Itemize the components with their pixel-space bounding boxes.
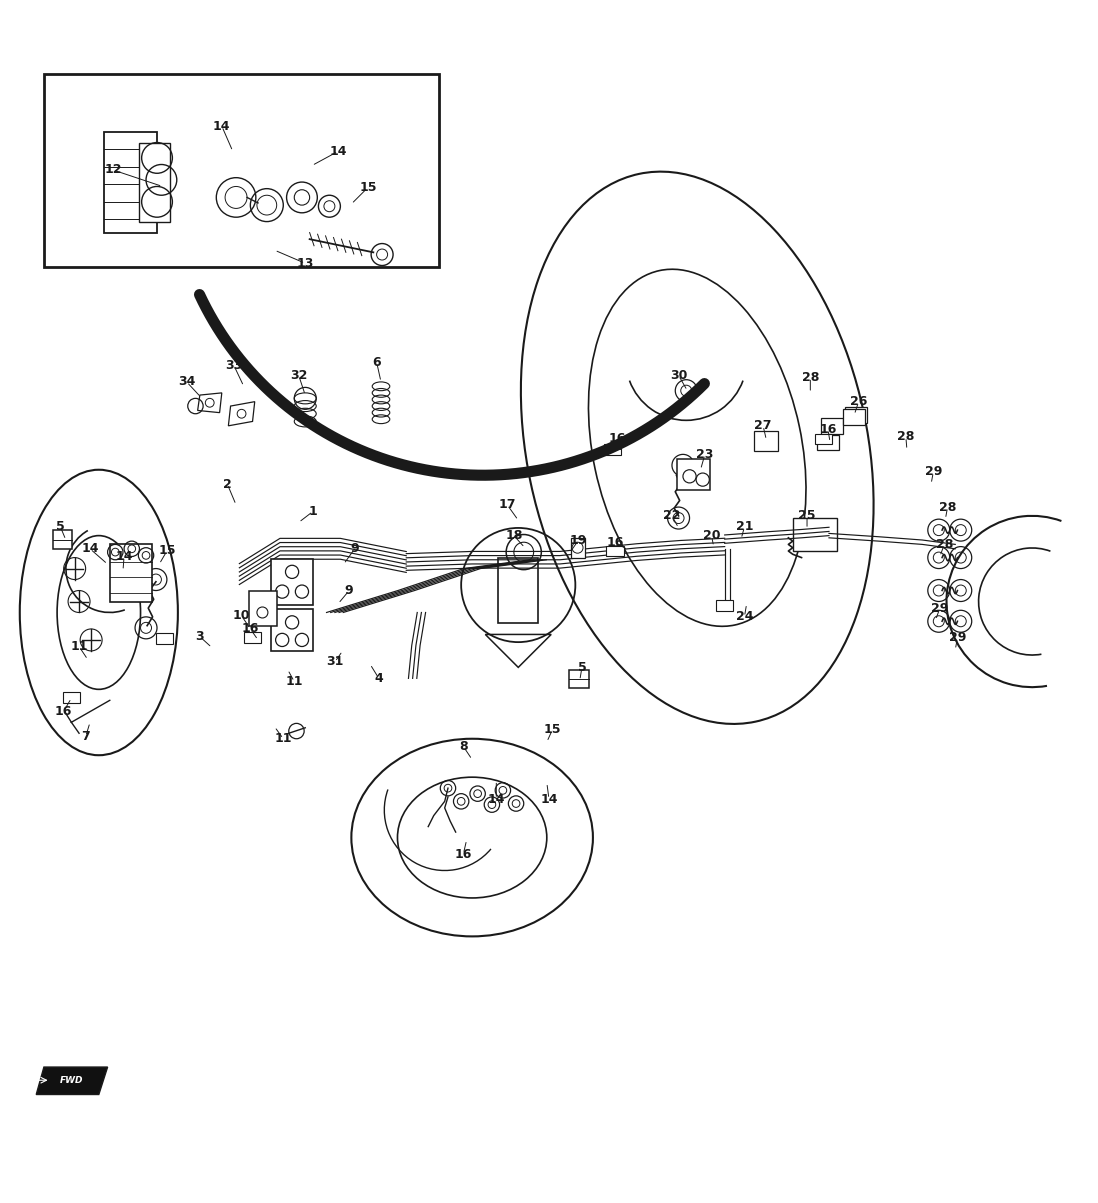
- Bar: [569, 670, 589, 688]
- Text: 3: 3: [195, 630, 204, 644]
- Text: 15: 15: [359, 182, 377, 194]
- Text: 18: 18: [505, 529, 523, 543]
- Bar: [754, 432, 778, 451]
- Text: 16: 16: [819, 422, 837, 435]
- Text: 20: 20: [703, 529, 720, 543]
- Text: 5: 5: [56, 521, 65, 533]
- Bar: [606, 545, 624, 557]
- Text: 14: 14: [115, 550, 133, 563]
- Text: 11: 11: [285, 675, 303, 688]
- Text: 11: 11: [70, 640, 88, 653]
- Text: 31: 31: [326, 656, 344, 669]
- Text: 17: 17: [498, 498, 516, 511]
- Text: 22: 22: [663, 509, 681, 522]
- Bar: [271, 609, 313, 651]
- Text: 14: 14: [81, 543, 99, 556]
- Text: 12: 12: [104, 164, 122, 177]
- Text: 4: 4: [374, 671, 383, 685]
- Text: 29: 29: [925, 466, 942, 479]
- Text: 9: 9: [350, 543, 359, 556]
- Text: 9: 9: [345, 583, 354, 597]
- Text: 26: 26: [850, 395, 867, 408]
- Bar: [817, 434, 839, 450]
- Text: 16: 16: [608, 433, 626, 445]
- Text: 29: 29: [931, 602, 949, 615]
- Text: 19: 19: [570, 533, 587, 546]
- Bar: [44, 75, 439, 267]
- Text: 16: 16: [242, 622, 259, 635]
- Text: 15: 15: [158, 545, 176, 557]
- Text: 28: 28: [935, 538, 953, 551]
- Bar: [677, 458, 710, 490]
- Text: 7: 7: [81, 730, 90, 743]
- Text: 28: 28: [897, 431, 915, 443]
- Text: 25: 25: [798, 509, 816, 522]
- Polygon shape: [36, 1067, 108, 1095]
- Text: 29: 29: [949, 632, 966, 645]
- Text: 16: 16: [455, 848, 472, 860]
- Text: 23: 23: [696, 448, 714, 461]
- Text: 1: 1: [309, 505, 317, 518]
- Bar: [821, 419, 843, 433]
- Text: 33: 33: [225, 358, 243, 372]
- Bar: [571, 538, 585, 557]
- Text: 6: 6: [372, 356, 381, 368]
- Text: 32: 32: [290, 369, 307, 381]
- Text: 21: 21: [736, 521, 753, 533]
- Bar: [104, 131, 157, 232]
- Bar: [53, 531, 72, 549]
- Bar: [110, 545, 152, 602]
- Text: 27: 27: [754, 420, 772, 432]
- Bar: [249, 591, 277, 626]
- Bar: [156, 633, 173, 645]
- Text: 14: 14: [329, 144, 347, 158]
- Bar: [845, 407, 867, 422]
- Text: 5: 5: [578, 660, 586, 674]
- Bar: [604, 444, 621, 456]
- Text: 16: 16: [55, 705, 72, 718]
- Text: 30: 30: [670, 369, 687, 381]
- Text: 16: 16: [606, 535, 624, 549]
- Text: 14: 14: [540, 793, 558, 806]
- Bar: [815, 433, 832, 444]
- Bar: [244, 633, 261, 644]
- Bar: [63, 692, 80, 703]
- Text: 15: 15: [544, 723, 561, 736]
- Text: 28: 28: [939, 500, 956, 514]
- Bar: [716, 600, 733, 611]
- Text: 24: 24: [736, 610, 753, 623]
- Text: 34: 34: [178, 375, 195, 389]
- Text: 14: 14: [488, 793, 505, 806]
- Bar: [843, 409, 865, 425]
- Text: 14: 14: [213, 119, 231, 132]
- Bar: [271, 558, 313, 605]
- Text: 11: 11: [274, 733, 292, 745]
- Text: 13: 13: [296, 256, 314, 269]
- Text: FWD: FWD: [59, 1075, 83, 1085]
- Bar: [139, 142, 170, 221]
- Text: 8: 8: [459, 740, 468, 753]
- Bar: [498, 557, 538, 623]
- Text: 2: 2: [223, 478, 232, 491]
- Text: 10: 10: [233, 609, 250, 622]
- Bar: [793, 518, 837, 551]
- Text: 28: 28: [802, 371, 819, 384]
